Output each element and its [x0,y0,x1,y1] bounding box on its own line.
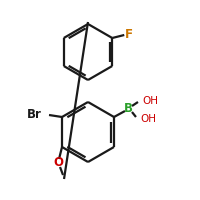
Text: OH: OH [140,114,156,124]
Text: Br: Br [27,108,42,121]
Text: O: O [53,156,63,170]
Text: B: B [123,102,132,116]
Text: F: F [125,27,133,40]
Text: OH: OH [142,96,158,106]
